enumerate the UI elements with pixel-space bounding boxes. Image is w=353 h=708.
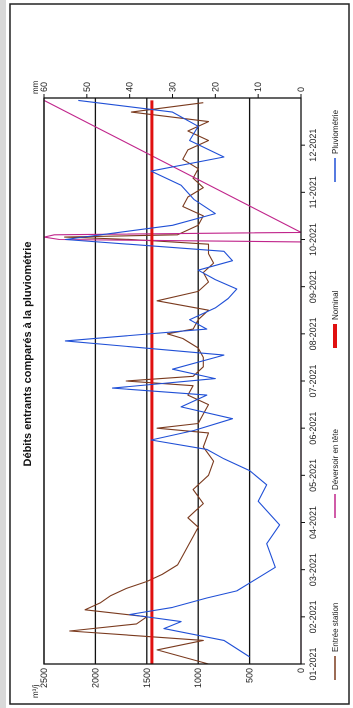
legend-label: Pluviométrie: [331, 109, 340, 154]
x-tick-label: 06-2021: [308, 412, 318, 445]
right-tick-label: 60: [39, 82, 49, 92]
x-tick-label: 05-2021: [308, 459, 318, 492]
chart-title: Débits entrants comparés à la pluviométr…: [22, 242, 34, 467]
right-tick-label: 0: [296, 87, 306, 92]
right-tick-label: 40: [125, 82, 135, 92]
right-tick-label: 10: [253, 82, 263, 92]
legend-label: Entrée station: [331, 603, 340, 652]
x-tick-label: 08-2021: [308, 317, 318, 350]
left-axis-unit: m³/j: [31, 684, 40, 698]
left-tick-label: 1000: [193, 668, 203, 688]
x-tick-label: 10-2021: [308, 223, 318, 256]
left-tick-label: 2500: [39, 668, 49, 688]
x-tick-label: 03-2021: [308, 553, 318, 586]
right-tick-label: 50: [82, 82, 92, 92]
chart-sheet: Débits entrants comparés à la pluviométr…: [6, 0, 353, 708]
x-tick-label: 07-2021: [308, 364, 318, 397]
series-line: [64, 102, 215, 665]
x-tick-label: 12-2021: [308, 129, 318, 162]
legend-label: Nominal: [331, 290, 340, 320]
x-tick-label: 11-2021: [308, 176, 318, 208]
right-tick-label: 20: [210, 82, 220, 92]
left-tick-label: 0: [296, 668, 306, 673]
plot-frame: [43, 97, 302, 665]
left-tick-label: 2000: [90, 668, 100, 688]
right-axis-unit: mm: [31, 80, 40, 94]
x-tick-label: 09-2021: [308, 270, 318, 303]
series-line: [64, 99, 281, 658]
x-tick-label: 02-2021: [308, 600, 318, 633]
x-tick-label: 04-2021: [308, 506, 318, 539]
left-tick-label: 1500: [142, 668, 152, 688]
right-tick-label: 30: [168, 82, 178, 92]
x-tick-label: 01-2021: [308, 647, 318, 680]
legend-label: Déversoir en tête: [331, 429, 340, 490]
left-tick-label: 500: [245, 668, 255, 683]
outer-frame: [9, 3, 350, 705]
chart-svg: Débits entrants comparés à la pluviométr…: [9, 3, 350, 705]
